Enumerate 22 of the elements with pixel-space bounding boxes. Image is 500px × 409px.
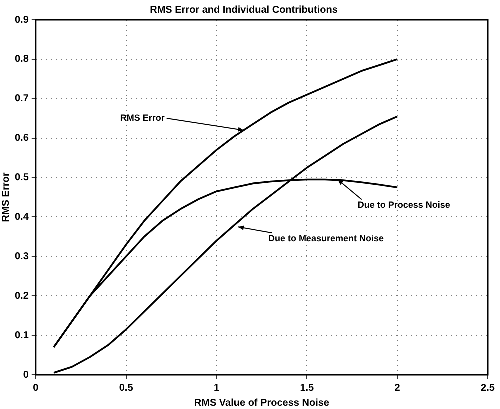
y-tick-label: 0.4 <box>14 212 30 223</box>
x-tick-label: 0.5 <box>119 382 134 394</box>
annotation: Due to Process Noise <box>358 200 450 210</box>
y-tick-label: 0.1 <box>14 330 30 342</box>
y-tick-label: 0.2 <box>14 290 30 302</box>
x-tick-label: 0 <box>33 382 40 394</box>
y-tick-label: 0.7 <box>14 94 30 105</box>
y-tick-label: 0.9 <box>14 14 30 26</box>
x-tick-label: 2.5 <box>481 382 496 394</box>
annotation: RMS Error <box>120 112 166 123</box>
y-tick-label: 0.6 <box>14 133 30 144</box>
y-tick-label: 0.3 <box>14 251 30 262</box>
y-axis-title: RMS Error <box>0 172 12 222</box>
x-tick-label: 1 <box>214 382 220 394</box>
x-tick-label: 1.5 <box>300 382 315 394</box>
y-tick-label: 0 <box>23 370 30 381</box>
y-tick-label: 0.8 <box>14 54 30 66</box>
y-tick-label: 0.5 <box>14 172 30 184</box>
chart-title: RMS Error and Individual Contributions <box>150 4 338 16</box>
x-tick-label: 2 <box>394 382 401 394</box>
x-axis-title: RMS Value of Process Noise <box>194 398 330 409</box>
annotation: Due to Measurement Noise <box>268 234 384 244</box>
